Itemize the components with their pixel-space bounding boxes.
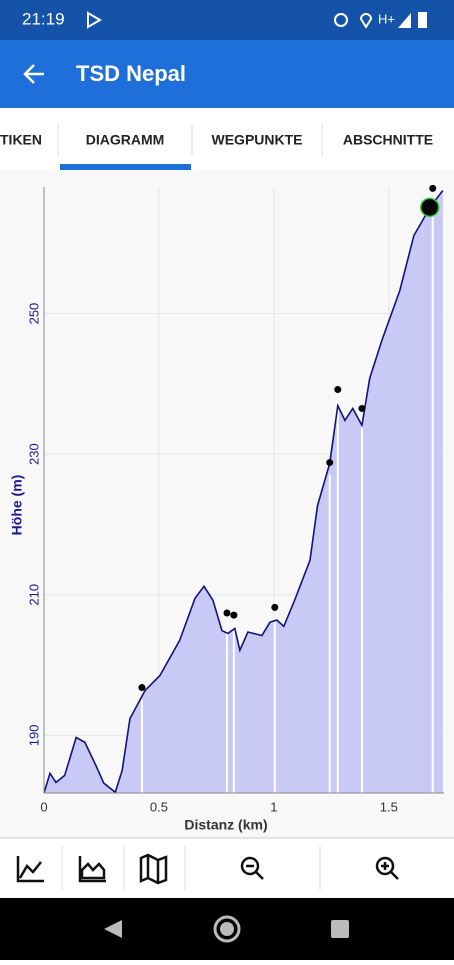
y-tick-label: 230 <box>26 443 41 465</box>
chart-button[interactable] <box>16 856 44 883</box>
network-type: H+ <box>378 11 395 26</box>
play-icon <box>87 11 102 29</box>
area-button[interactable] <box>78 856 106 883</box>
area <box>44 190 443 793</box>
waypoint <box>271 603 279 611</box>
waypoint <box>429 184 437 192</box>
x-tick-label: 0 <box>40 799 47 814</box>
tab[interactable]: WEGPUNKTE <box>212 132 303 148</box>
app-bar <box>0 40 454 108</box>
y-tick-label: 210 <box>26 584 41 606</box>
signal-icon <box>398 13 411 28</box>
y-axis-label: Höhe (m) <box>9 475 25 536</box>
waypoint <box>138 684 146 692</box>
map-button[interactable] <box>139 853 168 885</box>
status-time: 21:19 <box>22 9 65 28</box>
waypoint <box>223 609 231 617</box>
tab-bar <box>0 108 454 170</box>
status-bar <box>0 0 454 40</box>
location-icon <box>359 13 373 29</box>
y-tick-label: 250 <box>26 303 41 325</box>
waypoint <box>358 404 366 412</box>
tab[interactable]: ABSCHNITTE <box>343 132 433 148</box>
battery-icon <box>418 12 427 28</box>
x-tick-label: 1.5 <box>380 799 398 814</box>
tab[interactable]: TIKEN <box>0 132 42 148</box>
waypoint <box>230 611 238 619</box>
x-tick-label: 0.5 <box>150 799 168 814</box>
back-button[interactable] <box>23 64 44 84</box>
nav-recent[interactable] <box>331 920 349 938</box>
zoom-out-button[interactable] <box>240 856 260 876</box>
tab[interactable]: DIAGRAMM <box>86 132 165 148</box>
app-title: TSD Nepal <box>76 61 186 86</box>
nav-home[interactable] <box>213 915 241 943</box>
y-tick-label: 190 <box>26 725 41 747</box>
active-tab-indicator <box>60 164 191 170</box>
waypoint <box>326 459 334 467</box>
plot: 190 210 230 250 0 0.5 1 1.5 <box>26 184 444 814</box>
current-position <box>419 197 440 218</box>
x-axis-label: Distanz (km) <box>184 817 267 833</box>
x-tick-label: 1 <box>270 799 277 814</box>
nav-back[interactable] <box>104 920 122 938</box>
zoom-in-button[interactable] <box>375 856 395 876</box>
alarm-icon <box>334 13 348 27</box>
waypoint <box>334 385 342 393</box>
